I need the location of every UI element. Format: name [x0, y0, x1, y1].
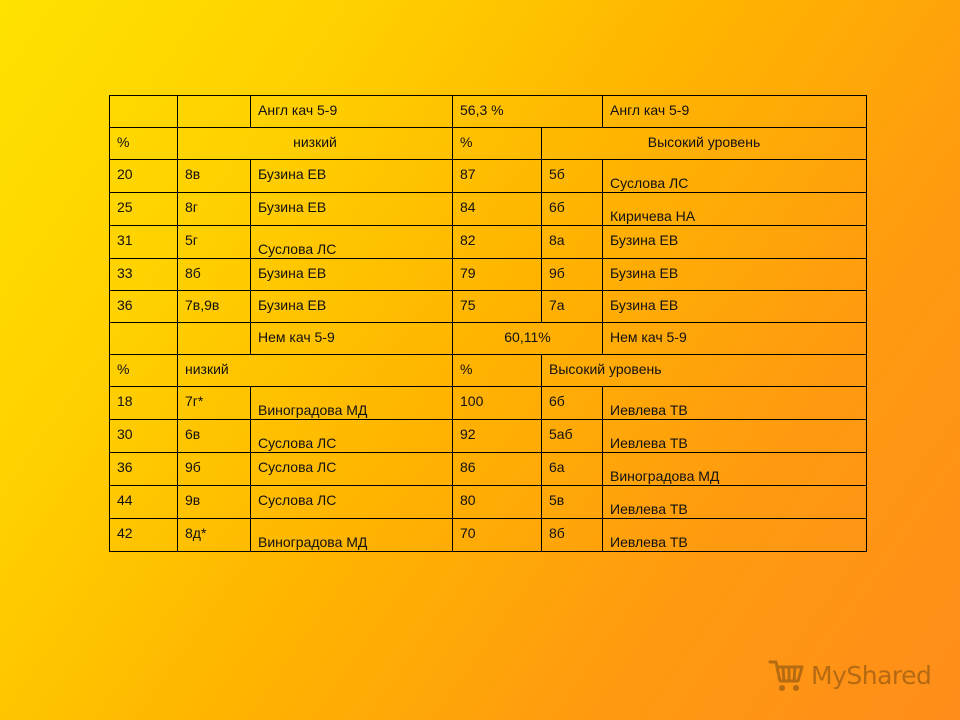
- table-cell: 7в,9в: [177, 290, 251, 323]
- table-cell: 33: [109, 258, 178, 291]
- high-level-header: Высокий уровень: [541, 354, 867, 387]
- table-cell: Иевлева ТВ: [602, 518, 867, 552]
- shopping-cart-icon: [767, 657, 805, 693]
- table-cell: 6б: [541, 386, 603, 420]
- table-cell: Иевлева ТВ: [602, 386, 867, 420]
- low-level-header: низкий: [177, 354, 453, 387]
- table-cell: 86: [452, 452, 542, 486]
- table-cell: 25: [109, 192, 178, 226]
- table-cell: 6б: [541, 192, 603, 226]
- table-row: 31 5г Суслова ЛС 82 8а Бузина ЕВ: [109, 225, 867, 259]
- table-cell: Бузина ЕВ: [250, 290, 453, 323]
- table-cell: 18: [109, 386, 178, 420]
- table-cell: Суслова ЛС: [602, 159, 867, 193]
- table-cell: 79: [452, 258, 542, 291]
- table-cell: 8б: [541, 518, 603, 552]
- table-cell: Бузина ЕВ: [602, 225, 867, 259]
- table-cell: Бузина ЕВ: [602, 258, 867, 291]
- table-cell: 84: [452, 192, 542, 226]
- table-cell: 30: [109, 419, 178, 453]
- table-cell: [109, 95, 178, 128]
- table-row: 18 7г* Виноградова МД 100 6б Иевлева ТВ: [109, 386, 867, 420]
- table-cell: 87: [452, 159, 542, 193]
- table-cell: 36: [109, 452, 178, 486]
- myshared-watermark[interactable]: MyShared: [767, 655, 932, 695]
- table-cell: 100: [452, 386, 542, 420]
- table-cell: 70: [452, 518, 542, 552]
- table-cell: Суслова ЛС: [250, 452, 453, 486]
- table-row: 36 9б Суслова ЛС 86 6а Виноградова МД: [109, 452, 867, 486]
- table-row: 20 8в Бузина ЕВ 87 5б Суслова ЛС: [109, 159, 867, 193]
- table-cell: [177, 322, 251, 355]
- table-cell: Виноградова МД: [602, 452, 867, 486]
- table-cell: [177, 95, 251, 128]
- table-cell: Бузина ЕВ: [250, 258, 453, 291]
- subject-title-english: Англ кач 5-9: [250, 95, 453, 128]
- table-cell: 5аб: [541, 419, 603, 453]
- table-cell: 9б: [177, 452, 251, 486]
- table-cell: 80: [452, 485, 542, 519]
- table-cell: 92: [452, 419, 542, 453]
- table-cell: 42: [109, 518, 178, 552]
- low-level-header: низкий: [177, 127, 453, 160]
- table-cell: 8а: [541, 225, 603, 259]
- table-cell: 8б: [177, 258, 251, 291]
- table-cell: 5в: [541, 485, 603, 519]
- table-cell: 5г: [177, 225, 251, 259]
- table-cell: 36: [109, 290, 178, 323]
- results-table: Англ кач 5-9 56,3 % Англ кач 5-9 % низки…: [109, 95, 867, 552]
- table-row: 33 8б Бузина ЕВ 79 9б Бузина ЕВ: [109, 258, 867, 291]
- percent-header: %: [452, 354, 542, 387]
- table-cell: 82: [452, 225, 542, 259]
- table-cell: Бузина ЕВ: [250, 159, 453, 193]
- table-cell: Суслова ЛС: [250, 225, 453, 259]
- table-cell: Иевлева ТВ: [602, 419, 867, 453]
- table-cell: 8г: [177, 192, 251, 226]
- table-row: Англ кач 5-9 56,3 % Англ кач 5-9: [109, 95, 867, 128]
- table-row: 42 8д* Виноградова МД 70 8б Иевлева ТВ: [109, 518, 867, 552]
- table-cell: 8д*: [177, 518, 251, 552]
- table-row: % низкий % Высокий уровень: [109, 354, 867, 387]
- table-cell: Виноградова МД: [250, 386, 453, 420]
- table-cell: 8в: [177, 159, 251, 193]
- table-cell: 44: [109, 485, 178, 519]
- table-row: Нем кач 5-9 60,11% Нем кач 5-9: [109, 322, 867, 355]
- table-row: % низкий % Высокий уровень: [109, 127, 867, 160]
- table-row: 44 9в Суслова ЛС 80 5в Иевлева ТВ: [109, 485, 867, 519]
- table-cell: 7г*: [177, 386, 251, 420]
- percent-header: %: [452, 127, 542, 160]
- table-cell: 75: [452, 290, 542, 323]
- watermark-text: MyShared: [811, 660, 932, 690]
- percent-header: %: [109, 127, 178, 160]
- table-cell: Бузина ЕВ: [602, 290, 867, 323]
- table-cell: Иевлева ТВ: [602, 485, 867, 519]
- table-cell: Суслова ЛС: [250, 419, 453, 453]
- table-cell: Киричева НА: [602, 192, 867, 226]
- table-cell: Виноградова МД: [250, 518, 453, 552]
- table-cell: 6в: [177, 419, 251, 453]
- table-cell: 20: [109, 159, 178, 193]
- percent-header: %: [109, 354, 178, 387]
- table-cell: 9б: [541, 258, 603, 291]
- table-cell: Суслова ЛС: [250, 485, 453, 519]
- table-cell: [109, 322, 178, 355]
- table-cell: 5б: [541, 159, 603, 193]
- table-cell: 7а: [541, 290, 603, 323]
- subject-quality-english: 56,3 %: [452, 95, 603, 128]
- table-row: 25 8г Бузина ЕВ 84 6б Киричева НА: [109, 192, 867, 226]
- table-cell: 31: [109, 225, 178, 259]
- subject-quality-german: 60,11%: [452, 322, 603, 355]
- table-cell: 9в: [177, 485, 251, 519]
- subject-title-english-high: Англ кач 5-9: [602, 95, 867, 128]
- table-cell: 6а: [541, 452, 603, 486]
- high-level-header: Высокий уровень: [541, 127, 867, 160]
- subject-title-german-high: Нем кач 5-9: [602, 322, 867, 355]
- subject-title-german: Нем кач 5-9: [250, 322, 453, 355]
- table-cell: Бузина ЕВ: [250, 192, 453, 226]
- table-row: 36 7в,9в Бузина ЕВ 75 7а Бузина ЕВ: [109, 290, 867, 323]
- table-row: 30 6в Суслова ЛС 92 5аб Иевлева ТВ: [109, 419, 867, 453]
